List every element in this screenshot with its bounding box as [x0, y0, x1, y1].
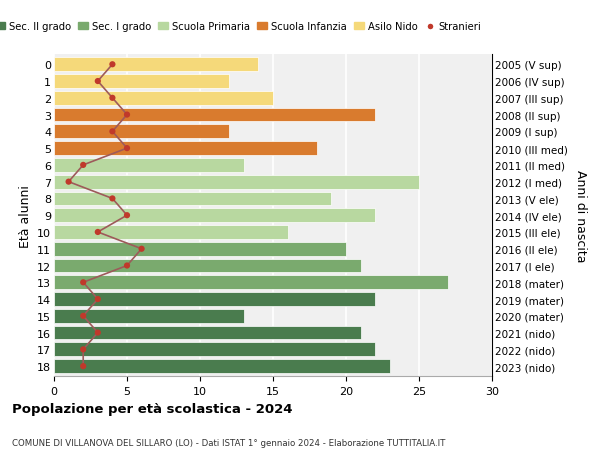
- Point: [122, 262, 132, 269]
- Bar: [54, 192, 331, 206]
- Legend: Sec. II grado, Sec. I grado, Scuola Primaria, Scuola Infanzia, Asilo Nido, Stran: Sec. II grado, Sec. I grado, Scuola Prim…: [0, 18, 485, 36]
- Point: [93, 329, 103, 336]
- Y-axis label: Anni di nascita: Anni di nascita: [574, 169, 587, 262]
- Point: [93, 296, 103, 303]
- Bar: [54, 92, 273, 106]
- Point: [79, 279, 88, 286]
- Point: [107, 95, 117, 102]
- Point: [79, 346, 88, 353]
- Bar: [54, 343, 375, 357]
- Point: [122, 112, 132, 119]
- Bar: [54, 142, 317, 156]
- Point: [107, 196, 117, 203]
- Bar: [54, 159, 244, 173]
- Point: [79, 363, 88, 370]
- Text: Popolazione per età scolastica - 2024: Popolazione per età scolastica - 2024: [12, 403, 293, 415]
- Bar: [54, 292, 375, 306]
- Bar: [54, 259, 361, 273]
- Bar: [54, 209, 375, 223]
- Point: [137, 246, 146, 253]
- Point: [79, 313, 88, 320]
- Bar: [54, 75, 229, 89]
- Bar: [54, 226, 287, 239]
- Y-axis label: Età alunni: Età alunni: [19, 185, 32, 247]
- Point: [93, 229, 103, 236]
- Bar: [54, 58, 259, 72]
- Point: [107, 129, 117, 136]
- Point: [122, 212, 132, 219]
- Bar: [54, 125, 229, 139]
- Bar: [54, 108, 375, 122]
- Bar: [54, 242, 346, 256]
- Bar: [54, 309, 244, 323]
- Text: COMUNE DI VILLANOVA DEL SILLARO (LO) - Dati ISTAT 1° gennaio 2024 - Elaborazione: COMUNE DI VILLANOVA DEL SILLARO (LO) - D…: [12, 438, 445, 448]
- Bar: [54, 175, 419, 189]
- Bar: [54, 326, 361, 340]
- Point: [122, 145, 132, 152]
- Point: [93, 78, 103, 85]
- Point: [64, 179, 73, 186]
- Point: [107, 62, 117, 69]
- Point: [79, 162, 88, 169]
- Bar: [54, 359, 390, 373]
- Bar: [54, 276, 448, 290]
